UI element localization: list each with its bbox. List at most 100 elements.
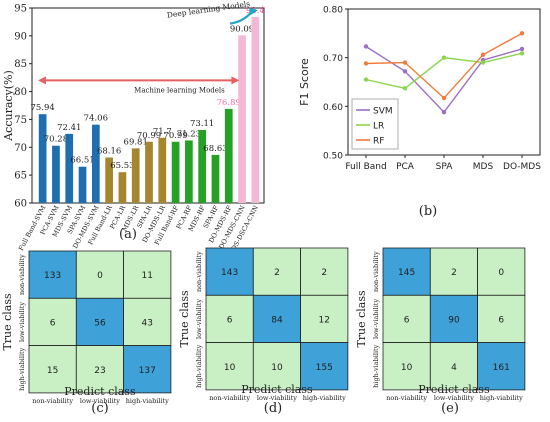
y-tick-label: 60 [14,199,27,210]
matrix-cell [28,250,77,299]
matrix-value: 11 [142,271,153,281]
y-tick-label: high-viability [372,344,380,387]
matrix-cell [429,294,478,343]
matrix-cell [477,342,526,391]
y-tick-label: low-viability [195,299,203,339]
panel-d-confusion-matrix: 143 2 2 6 84 12 10 10 155 non-viability low-viabil… [178,247,349,416]
x-tick-label: high-viability [303,394,346,402]
matrix-value: 12 [319,315,330,325]
bar-value-label: 68.16 [97,147,121,157]
matrix-value: 4 [451,363,457,373]
panel-label: (d) [264,401,282,416]
legend-label: LR [373,122,384,132]
bar [158,137,167,203]
panel-c-confusion-matrix: 133 0 11 6 56 43 15 23 137 non-viability low-viabi… [1,250,172,416]
matrix-value: 161 [493,363,510,373]
matrix-cell [123,345,172,394]
bar [171,141,180,203]
bar-value-label: 71.7 [153,127,172,137]
matrix-cell [28,345,77,394]
bar [38,114,47,203]
matrix-value: 6 [404,315,410,325]
y-axis-label: True class [355,290,368,348]
x-tick-label: MDS [473,162,494,172]
matrix-value: 90 [448,315,460,325]
bar-value-label: 66.51 [70,156,94,166]
bar-value-label: 70.28 [44,135,68,145]
x-tick-label: high-viability [126,397,169,405]
ml-annotation: Machine learning Models [134,86,225,94]
bar-value-label: 74.06 [84,114,108,124]
bar-value-label: 65.53 [110,161,134,171]
x-tick-label: non-viability [209,394,250,402]
series-point [363,77,369,82]
ml-arrow-left-head [38,76,46,85]
y-axis-label: Accuracy(%) [2,70,15,142]
bar [52,145,60,203]
y-tick-label: 70 [14,143,27,154]
dl-arrow-head [249,7,258,16]
bar [118,172,127,203]
series-point [519,51,525,56]
matrix-value: 56 [94,318,106,328]
x-tick-label: high-viability [480,394,523,402]
bar [211,154,220,203]
matrix-cell [429,342,478,391]
y-tick-label: 85 [14,59,27,70]
matrix-value: 2 [451,268,457,278]
bar [185,140,193,203]
bar [145,141,153,203]
y-axis-label: F1 Score [298,58,311,106]
panel-label: (b) [419,204,437,219]
panel-b-line-chart: 0.50 0.60 0.70 0.80 F1 Score Full Band PCA SPA M… [298,6,541,220]
matrix-value: 6 [50,318,56,328]
y-tick-label: 0.80 [323,6,343,16]
series-point [402,86,408,91]
bar-value-label: 72.41 [57,123,81,133]
y-tick-label: 95 [14,4,27,15]
y-tick-label: 90 [14,31,27,42]
panel-label: (c) [91,401,108,416]
y-tick-label: 0.60 [323,103,343,113]
matrix-value: 137 [139,366,156,376]
matrix-cell [300,342,349,391]
matrix-cell [252,342,302,391]
panel-e-confusion-matrix: 145 2 0 6 90 6 10 4 161 non-viability low-viabilit… [355,247,526,416]
legend-label: RF [373,137,384,147]
series-point [363,61,369,66]
matrix-value: 2 [274,268,280,278]
series-point [441,109,447,115]
matrix-cell [429,247,478,296]
bar-value-label: 90.09 [230,24,254,34]
matrix-cell [300,247,349,296]
x-tick-label: SPA [436,162,454,172]
series-point [480,60,486,65]
bar [238,35,246,203]
x-tick-label: PCA [396,162,415,172]
y-tick-label: 75 [14,115,27,126]
matrix-value: 84 [271,315,283,325]
x-tick-label: low-viability [257,394,297,402]
y-tick-label: high-viability [18,347,26,390]
x-axis-label: Predict class [418,383,490,396]
bar [78,166,87,203]
matrix-value: 0 [97,271,103,281]
matrix-cell [123,250,172,299]
matrix-cell [75,297,125,346]
bar-value-label: 75.94 [30,103,54,113]
panel-label: (e) [441,401,459,416]
matrix-value: 6 [227,315,233,325]
matrix-cell [252,294,302,343]
matrix-value: 145 [398,268,415,278]
x-tick-label: Full Band [345,162,386,172]
y-tick-label: 80 [14,87,27,98]
matrix-cell [382,342,431,391]
series-point [402,60,408,65]
bar [224,108,233,203]
matrix-cell [123,297,172,346]
y-axis-label: True class [178,290,191,348]
matrix-value: 43 [142,318,153,328]
series-point [441,55,447,60]
y-tick-label: 65 [14,171,27,182]
